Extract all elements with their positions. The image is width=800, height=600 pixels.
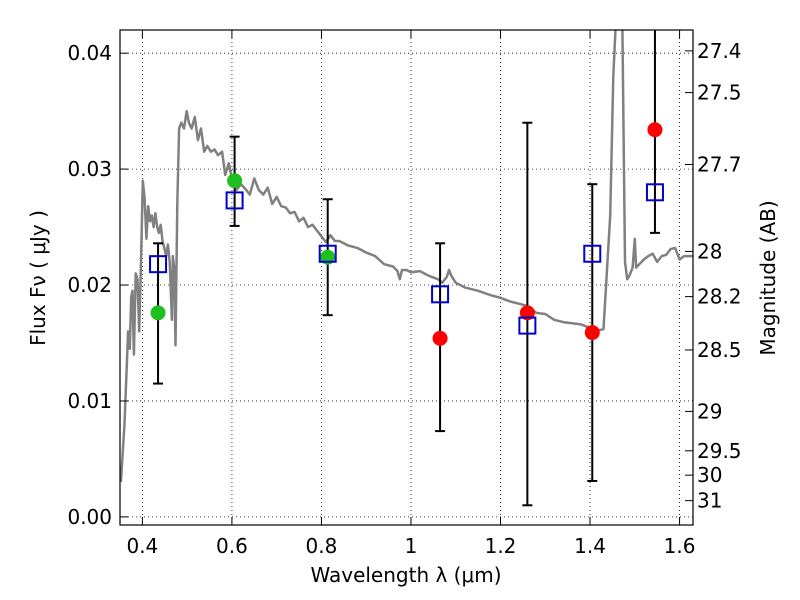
x-tick-label: 1 bbox=[405, 534, 418, 558]
model-point bbox=[518, 316, 537, 335]
y-tick-label: 0.01 bbox=[67, 389, 112, 413]
right-tick-label: 30 bbox=[697, 463, 722, 487]
x-tick-label: 1.6 bbox=[664, 534, 696, 558]
observed-point bbox=[519, 305, 535, 321]
observed-point bbox=[227, 173, 243, 189]
spectrum-line-2 bbox=[621, 30, 693, 281]
right-tick-label: 28.2 bbox=[697, 285, 742, 309]
y-tick-label: 0.04 bbox=[67, 41, 112, 65]
y-axis-title-right: Magnitude (AB) bbox=[756, 200, 780, 355]
right-tick-label: 27.7 bbox=[697, 152, 742, 176]
plot-background bbox=[120, 30, 693, 525]
x-tick-label: 0.8 bbox=[306, 534, 338, 558]
x-tick-label: 0.6 bbox=[216, 534, 248, 558]
x-tick-label: 1.4 bbox=[574, 534, 606, 558]
observed-point bbox=[647, 122, 663, 138]
y-tick-label: 0.02 bbox=[67, 273, 112, 297]
grid bbox=[120, 30, 693, 525]
observed-point bbox=[432, 330, 448, 346]
observed-point bbox=[150, 305, 166, 321]
observed-point bbox=[584, 325, 600, 341]
right-tick-label: 28.5 bbox=[697, 338, 742, 362]
y-axis-ticks: 0.00 0.01 0.02 0.03 0.04 bbox=[67, 41, 128, 529]
model-point bbox=[149, 255, 168, 274]
right-tick-label: 27.4 bbox=[697, 39, 742, 63]
model-point bbox=[318, 244, 337, 263]
y-tick-label: 0.00 bbox=[67, 505, 112, 529]
model-point bbox=[431, 285, 450, 304]
x-tick-label: 1.2 bbox=[485, 534, 517, 558]
marker-layer bbox=[149, 122, 664, 346]
spectrum-line-1 bbox=[120, 30, 617, 483]
right-tick-label: 29.5 bbox=[697, 439, 742, 463]
right-tick-label: 31 bbox=[697, 489, 722, 513]
right-tick-label: 29 bbox=[697, 399, 722, 423]
model-point bbox=[583, 244, 602, 263]
model-point bbox=[225, 191, 244, 210]
model-point bbox=[645, 183, 664, 202]
right-tick-label: 28 bbox=[697, 239, 722, 263]
y-tick-label: 0.03 bbox=[67, 157, 112, 181]
spectrum-layer bbox=[120, 30, 693, 483]
x-tick-label: 0.4 bbox=[126, 534, 158, 558]
right-tick-label: 27.5 bbox=[697, 81, 742, 105]
x-axis-ticks: 0.4 0.6 0.8 1 1.2 1.4 1.6 bbox=[126, 30, 695, 558]
plot-frame bbox=[119, 29, 694, 526]
y-axis-title-left: Flux Fν ( μJy ) bbox=[26, 210, 50, 346]
x-axis-title: Wavelength λ (μm) bbox=[310, 563, 501, 587]
